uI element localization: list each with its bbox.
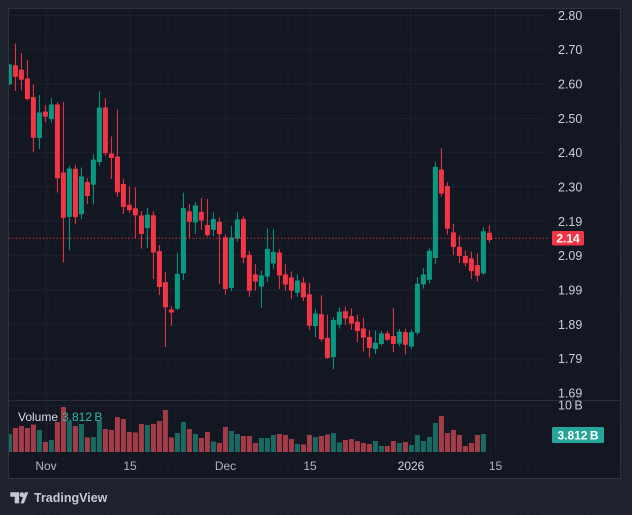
svg-text:2.50: 2.50 bbox=[558, 112, 582, 126]
svg-text:2.60: 2.60 bbox=[558, 78, 582, 92]
svg-text:2.14: 2.14 bbox=[556, 232, 580, 246]
svg-text:15: 15 bbox=[123, 459, 137, 473]
svg-text:2.70: 2.70 bbox=[558, 43, 582, 57]
svg-text:1.69: 1.69 bbox=[558, 386, 582, 400]
svg-text:2026: 2026 bbox=[398, 459, 425, 473]
svg-text:15: 15 bbox=[489, 459, 503, 473]
svg-text:2.80: 2.80 bbox=[558, 9, 582, 23]
svg-text:10 B: 10 B bbox=[558, 399, 583, 413]
svg-text:Volume: Volume bbox=[18, 410, 58, 424]
svg-text:3.812 B: 3.812 B bbox=[557, 429, 598, 443]
svg-text:1.89: 1.89 bbox=[558, 318, 582, 332]
svg-text:15: 15 bbox=[303, 459, 317, 473]
svg-text:3.812 B: 3.812 B bbox=[62, 410, 102, 424]
svg-text:1.99: 1.99 bbox=[558, 284, 582, 298]
svg-text:Nov: Nov bbox=[35, 459, 56, 473]
svg-text:TradingView: TradingView bbox=[34, 491, 108, 505]
svg-text:Dec: Dec bbox=[215, 459, 236, 473]
svg-text:2.30: 2.30 bbox=[558, 181, 582, 195]
svg-text:2.09: 2.09 bbox=[558, 249, 582, 263]
svg-text:2.19: 2.19 bbox=[558, 215, 582, 229]
svg-text:1.79: 1.79 bbox=[558, 352, 582, 366]
svg-text:2.40: 2.40 bbox=[558, 146, 582, 160]
